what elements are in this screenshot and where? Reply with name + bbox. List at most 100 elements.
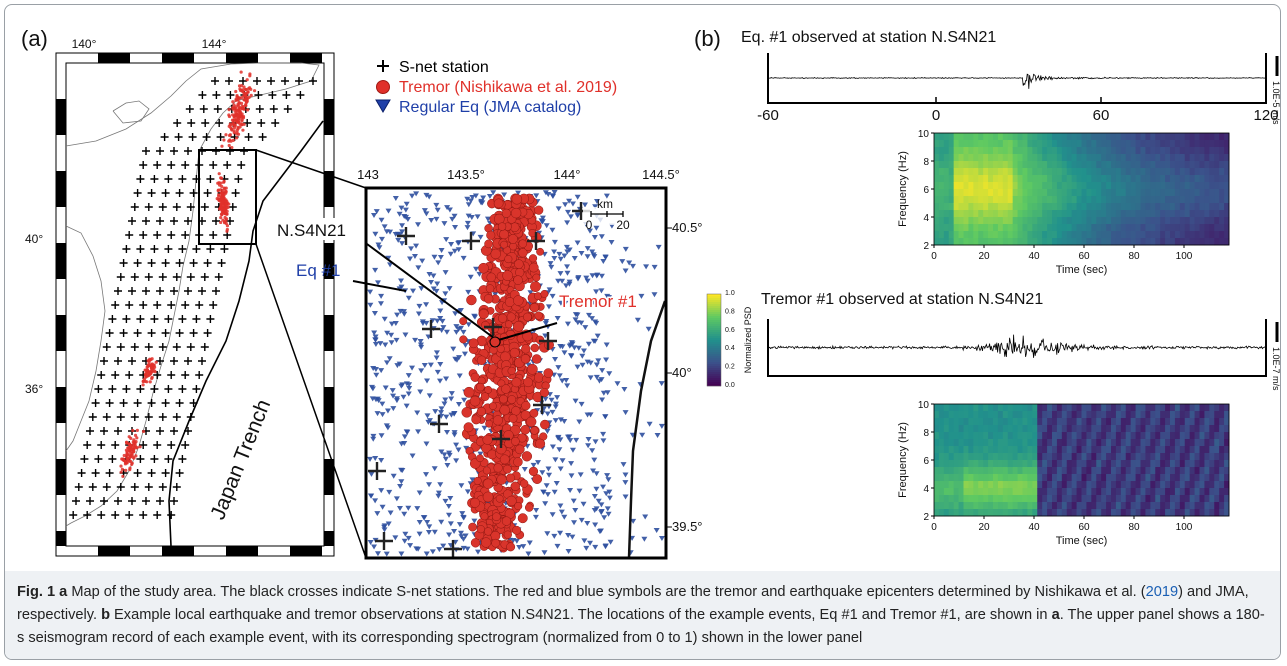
spectrogram-cell	[983, 467, 988, 474]
spectrogram-cell	[1086, 196, 1091, 203]
spectrogram-cell	[1072, 481, 1077, 488]
legend-cross	[377, 60, 389, 72]
spectrogram-cell	[1057, 133, 1062, 140]
spectrogram-cell	[1204, 175, 1209, 182]
colorbar-cell	[707, 354, 721, 356]
tremor-circle	[523, 378, 532, 387]
spectrogram-cell	[1042, 488, 1047, 495]
spectrogram-cell	[949, 411, 954, 418]
spectrogram-cell	[1027, 147, 1032, 154]
spectrogram-cell	[1126, 231, 1131, 238]
spectrogram-cell	[983, 210, 988, 217]
tremor-circle	[530, 281, 540, 291]
tremor-dot	[125, 441, 128, 444]
spectrogram-cell	[1072, 182, 1077, 189]
spectrogram-cell	[968, 495, 973, 502]
spectrogram-cell	[1175, 404, 1180, 411]
spectrogram-cell	[1062, 502, 1067, 509]
spectrogram-cell	[1096, 432, 1101, 439]
spectrogram-cell	[978, 210, 983, 217]
spectrogram-cell	[1214, 411, 1219, 418]
spectrogram-cell	[1200, 502, 1205, 509]
caption-citation[interactable]: 2019	[1146, 584, 1178, 600]
spectrogram-cell	[1175, 425, 1180, 432]
spectrogram-cell	[1042, 425, 1047, 432]
spectrogram-cell	[1126, 217, 1131, 224]
spectrogram-cell	[1052, 238, 1057, 245]
colorbar-cell	[707, 322, 721, 324]
spectrogram-cell	[949, 182, 954, 189]
spectrogram-cell	[983, 168, 988, 175]
spectrogram-cell	[1195, 488, 1200, 495]
spectrogram-cell	[1136, 203, 1141, 210]
spectrogram-cell	[1027, 502, 1032, 509]
spectrogram-cell	[1160, 467, 1165, 474]
spectrogram-cell	[1150, 460, 1155, 467]
spectrogram-cell	[1086, 224, 1091, 231]
spectrogram-cell	[1042, 210, 1047, 217]
spectrogram-cell	[1155, 168, 1160, 175]
spectrogram-cell	[1209, 133, 1214, 140]
spectrogram-cell	[1209, 189, 1214, 196]
spectrogram-cell	[939, 425, 944, 432]
spectrogram-cell	[1160, 495, 1165, 502]
spectrogram-cell	[1072, 453, 1077, 460]
spectrogram-cell	[1042, 460, 1047, 467]
spectrogram-cell	[964, 502, 969, 509]
spectrogram-cell	[1086, 467, 1091, 474]
spectrogram-cell	[1141, 453, 1146, 460]
spectrogram-cell	[1180, 411, 1185, 418]
spectrogram-cell	[1180, 488, 1185, 495]
spectrogram-cell	[1096, 196, 1101, 203]
spectrogram-cell	[1032, 432, 1037, 439]
spectrogram-cell	[1170, 502, 1175, 509]
spectrogram-cell	[1008, 467, 1013, 474]
spectrogram-cell	[1032, 168, 1037, 175]
spectrogram-y-tick-label: 4	[923, 484, 929, 495]
spectrogram-cell	[939, 210, 944, 217]
spectrogram-cell	[1145, 404, 1150, 411]
tremor-dot	[233, 131, 236, 134]
spectrogram-cell	[1067, 418, 1072, 425]
spectrogram-cell	[1067, 495, 1072, 502]
spectrogram-y-label: Frequency (Hz)	[897, 422, 909, 498]
spectrogram-cell	[1150, 224, 1155, 231]
spectrogram-cell	[1219, 238, 1224, 245]
spectrogram-cell	[1150, 189, 1155, 196]
tremor-dot	[129, 460, 132, 463]
spectrogram-cell	[1042, 133, 1047, 140]
spectrogram-x-tick-label: 20	[978, 522, 990, 533]
spectrogram-cell	[1027, 404, 1032, 411]
spectrogram-cell	[1141, 425, 1146, 432]
spectrogram-cell	[1077, 425, 1082, 432]
spectrogram-cell	[973, 502, 978, 509]
spectrogram-cell	[1165, 418, 1170, 425]
spectrogram-cell	[944, 210, 949, 217]
spectrogram-cell	[1067, 224, 1072, 231]
spectrogram-cell	[1219, 168, 1224, 175]
spectrogram-cell	[1082, 460, 1087, 467]
spectrogram-cell	[959, 453, 964, 460]
spectrogram-cell	[1086, 175, 1091, 182]
spectrogram-cell	[1126, 425, 1131, 432]
spectrogram-cell	[983, 140, 988, 147]
tremor-dot	[231, 121, 234, 124]
spectrogram-cell	[1003, 182, 1008, 189]
spectrogram-cell	[1121, 509, 1126, 516]
tremor-circle	[519, 240, 527, 248]
spectrogram-cell	[1096, 495, 1101, 502]
spectrogram-cell	[1126, 474, 1131, 481]
spectrogram-cell	[954, 231, 959, 238]
spectrogram-cell	[1077, 154, 1082, 161]
map-border-tick	[226, 53, 258, 63]
spectrogram-cell	[1106, 502, 1111, 509]
spectrogram-cell	[964, 432, 969, 439]
spectrogram-cell	[1052, 495, 1057, 502]
spectrogram-cell	[1180, 140, 1185, 147]
tremor-dot	[132, 457, 135, 460]
spectrogram-cell	[1013, 210, 1018, 217]
event-title: Eq. #1 observed at station N.S4N21	[741, 29, 996, 46]
spectrogram-cell	[1027, 439, 1032, 446]
spectrogram-cell	[964, 133, 969, 140]
spectrogram-cell	[1175, 168, 1180, 175]
